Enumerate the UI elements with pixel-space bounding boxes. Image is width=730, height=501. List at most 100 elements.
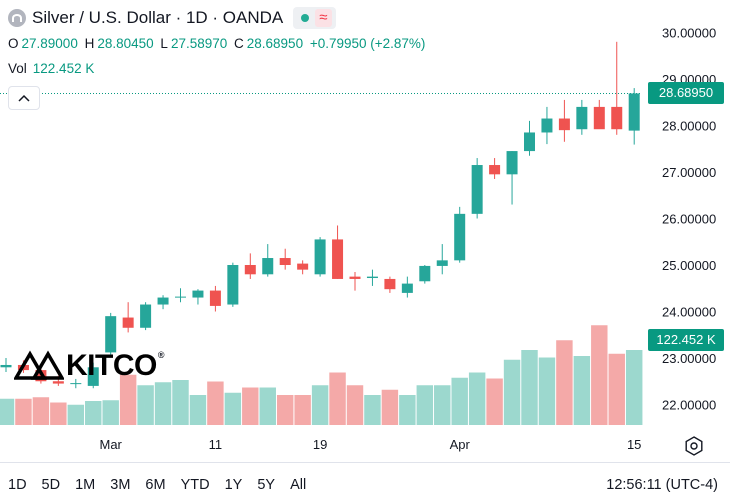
volume-bar [137,385,154,425]
candle-body [297,263,309,270]
clock[interactable]: 12:56:11 (UTC-4) [606,477,718,493]
volume-bar [591,325,608,425]
open-label: O [8,36,19,51]
candle-body [628,93,640,131]
candle-body [454,213,466,261]
market-status[interactable]: ≈ [293,7,336,29]
volume-bar [625,350,643,425]
candle-body [558,118,570,131]
range-button-1y[interactable]: 1Y [224,477,243,493]
candle-body [506,151,518,175]
volume-bar [556,340,573,425]
kitco-logo-icon [14,350,64,380]
volume-bar [521,350,538,425]
volume-bar [416,385,434,425]
volume-bar [119,374,137,425]
volume-bar [242,387,259,425]
high-value: 28.80450 [97,36,154,51]
volume-bar [224,392,242,425]
volume-bar [67,404,85,425]
candle-body [262,258,274,275]
candle-body [524,132,535,152]
y-tick-label: 25.00000 [662,258,716,273]
candle-body [541,118,553,133]
high-label: H [84,36,95,51]
candle-body [611,106,623,130]
range-button-1d[interactable]: 1D [8,477,27,493]
candle-body [471,165,483,214]
volume-bar [503,359,521,425]
candle-body [227,265,239,305]
candle-body [593,106,605,130]
volume-bar [50,402,67,425]
volume-bar [346,385,364,425]
candle-body [436,260,448,266]
volume-bar [468,372,486,425]
volume-bar [0,398,15,425]
volume-legend: Vol 122.452 K [8,61,94,76]
range-button-5y[interactable]: 5Y [257,477,276,493]
candle-body [576,106,588,130]
range-button-5d[interactable]: 5D [41,477,61,493]
volume-bar [381,389,399,425]
range-button-6m[interactable]: 6M [145,477,166,493]
candle-body [52,381,64,384]
market-open-icon [301,14,310,22]
candle-body [175,296,186,298]
range-button-all[interactable]: All [290,477,307,493]
x-tick-label: 15 [627,437,641,452]
candle-body [140,304,152,328]
candle-body [279,258,291,265]
candle-body [70,383,82,385]
candle-body [489,165,501,175]
volume-bar [102,400,119,425]
volume-bar [486,378,503,425]
x-tick-label: Mar [100,437,123,452]
range-button-ytd[interactable]: YTD [180,477,210,493]
y-tick-label: 23.00000 [662,351,716,366]
kitco-logo-text: KITCO [66,349,157,382]
low-label: L [160,36,168,51]
candle-body [192,290,204,298]
volume-bar [434,385,451,425]
volume-bar [172,380,189,425]
volume-bar [207,381,224,425]
bottom-toolbar: 1D 5D 1M 3M 6M YTD 1Y 5Y All 12:56:11 (UTC-4) [0,462,730,501]
registered-mark: ® [157,350,165,360]
candle-body [122,317,134,328]
y-tick-label: 26.00000 [662,212,716,227]
kitco-logo: KITCO ® [14,349,165,382]
volume-bar [259,387,276,425]
price-chart[interactable]: 22.00000 23.00000 24.00000 25.00000 26.00000… [0,0,730,462]
candle-body [0,364,12,368]
volume-bar [451,377,468,425]
last-price-label: 28.68950 [648,82,724,104]
volume-bar [294,395,311,425]
volume-bar [276,395,294,425]
candle-body [87,367,99,386]
volume-bar [311,385,329,425]
candle-body [244,265,256,275]
volume-bar [538,357,556,425]
volume-bar [329,372,346,425]
settings-icon[interactable] [684,436,704,456]
collapse-legend-button[interactable] [8,86,40,110]
volume-price-label: 122.452 K [648,329,724,351]
candle-body [332,239,344,279]
open-value: 27.89000 [21,36,78,51]
volume-bar [85,401,102,425]
volume-bar [189,395,207,425]
y-tick-label: 24.00000 [662,305,716,320]
candle-body [349,276,361,279]
volume-bar [15,398,32,425]
volume-bar [573,356,591,425]
close-label: C [234,36,244,51]
y-tick-label: 22.00000 [662,398,716,413]
candle-body [366,276,378,279]
chart-header: Silver / U.S. Dollar · 1D · OANDA ≈ [8,7,336,29]
range-button-1m[interactable]: 1M [75,477,96,493]
range-button-3m[interactable]: 3M [110,477,131,493]
x-tick-label: 11 [209,437,223,452]
volume-value: 122.452 K [32,61,95,76]
candle-body [384,278,396,290]
